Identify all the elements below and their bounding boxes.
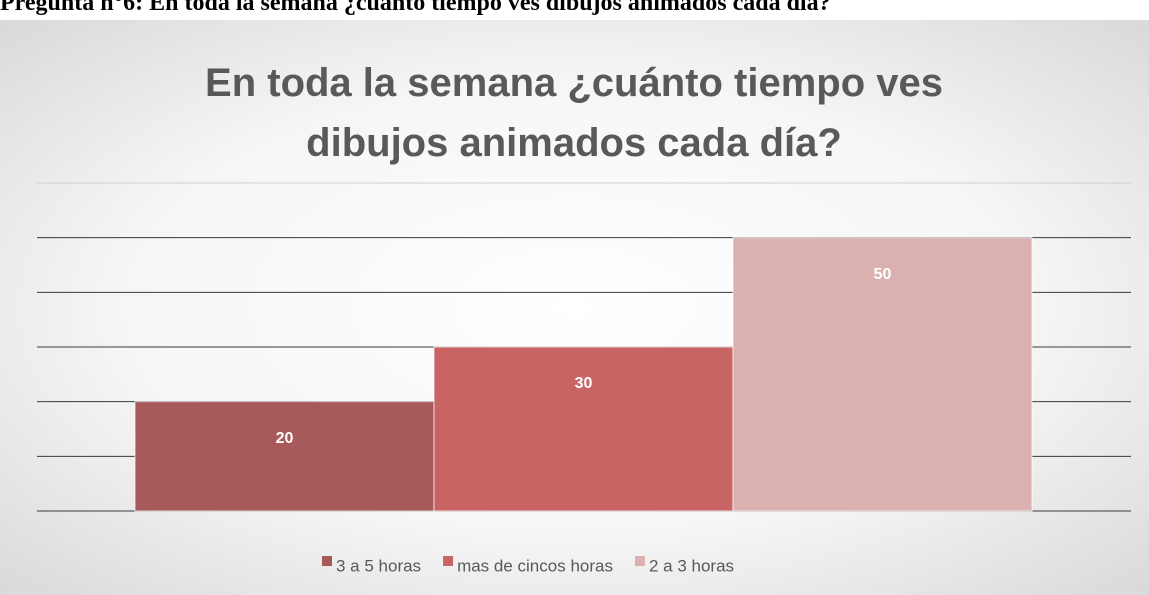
legend-label: mas de cincos horas (457, 556, 613, 575)
bar (134, 401, 435, 512)
bar (433, 346, 734, 512)
chart-title: En toda la semana ¿cuánto tiempo ves dib… (205, 61, 943, 165)
legend-swatch (443, 556, 454, 566)
value-label: 50 (874, 266, 892, 283)
heading: Pregunta n°6: En toda la semana ¿cuánto … (0, 0, 831, 16)
bar (732, 237, 1033, 512)
legend-label: 2 a 3 horas (649, 556, 734, 575)
legend-swatch (322, 556, 332, 566)
legend-swatch (634, 556, 645, 566)
value-label: 20 (276, 430, 294, 447)
value-label: 30 (575, 375, 593, 392)
legend-label: 3 a 5 horas (336, 556, 421, 575)
